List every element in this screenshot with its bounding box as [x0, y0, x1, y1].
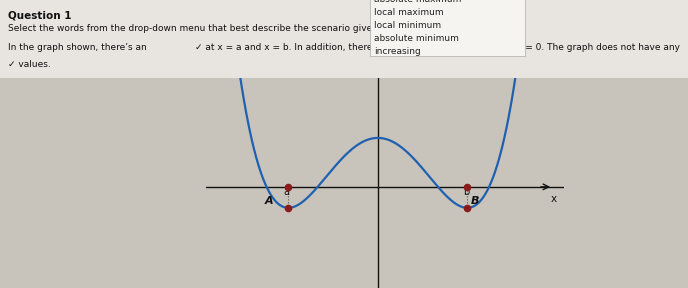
FancyBboxPatch shape: [0, 0, 688, 78]
Text: absolute maximum: absolute maximum: [374, 0, 462, 4]
Text: local maximum: local maximum: [374, 8, 444, 17]
Text: y: y: [382, 66, 387, 76]
Text: A: A: [264, 196, 273, 206]
Point: [462, 206, 473, 210]
Text: b: b: [464, 187, 470, 197]
Text: f(x): f(x): [435, 0, 448, 2]
Point: [462, 185, 473, 189]
Text: local minimum: local minimum: [374, 21, 441, 30]
Text: ✓ values.: ✓ values.: [8, 60, 51, 69]
Text: x: x: [551, 194, 557, 204]
Text: ✓ at x = a and x = b. In addition, there’s: ✓ at x = a and x = b. In addition, there…: [195, 43, 380, 52]
Text: Select the words from the drop-down menu that best describe the scenario given i: Select the words from the drop-down menu…: [8, 24, 482, 33]
Text: a: a: [283, 187, 289, 197]
FancyBboxPatch shape: [370, 0, 525, 56]
Text: at x = 0. The graph does not have any: at x = 0. The graph does not have any: [505, 43, 680, 52]
Text: Question 1: Question 1: [8, 10, 72, 20]
Point: [283, 185, 294, 189]
Text: increasing: increasing: [374, 47, 421, 56]
Text: In the graph shown, there’s an: In the graph shown, there’s an: [8, 43, 147, 52]
Point: [283, 206, 294, 210]
Text: absolute minimum: absolute minimum: [374, 34, 459, 43]
Text: B: B: [471, 196, 480, 206]
